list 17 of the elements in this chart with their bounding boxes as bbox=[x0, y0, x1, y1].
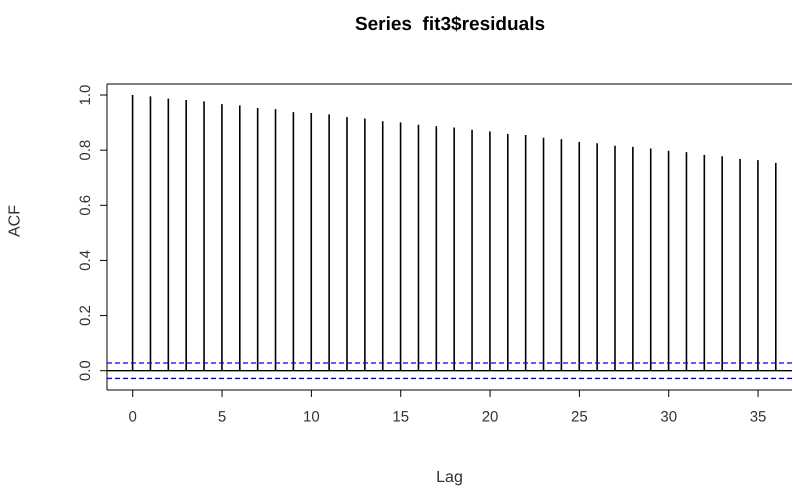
x-tick-label: 25 bbox=[571, 408, 588, 426]
x-tick-label: 30 bbox=[660, 408, 678, 426]
chart-title: Series fit3$residuals bbox=[354, 14, 546, 36]
y-tick-label: 0.4 bbox=[77, 250, 94, 271]
y-tick-label: 0.2 bbox=[77, 305, 94, 326]
x-tick-label: 10 bbox=[303, 408, 320, 426]
x-tick-label: 5 bbox=[218, 408, 226, 426]
x-tick-label: 35 bbox=[750, 408, 766, 426]
y-tick-label: 0.0 bbox=[77, 360, 94, 382]
x-tick-label: 0 bbox=[128, 408, 137, 426]
y-tick-label: 0.8 bbox=[77, 140, 94, 161]
x-tick-label: 15 bbox=[392, 408, 410, 426]
y-tick-label: 1.0 bbox=[77, 84, 94, 106]
x-tick-label: 20 bbox=[482, 408, 498, 426]
y-tick-label: 0.6 bbox=[77, 194, 94, 216]
y-axis-title: ACF bbox=[6, 204, 24, 237]
x-axis-title: Lag bbox=[436, 469, 463, 486]
